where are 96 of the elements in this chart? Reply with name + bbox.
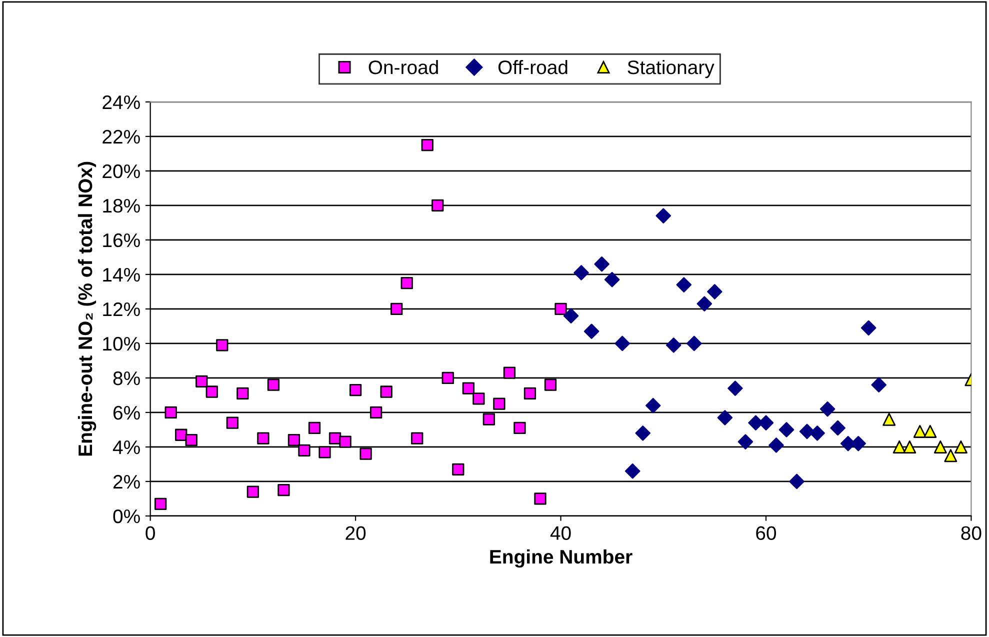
y-tick-label: 4% xyxy=(112,440,140,454)
point xyxy=(154,498,167,510)
point xyxy=(185,434,198,446)
point xyxy=(707,284,722,300)
y-tick-label: 10% xyxy=(103,336,140,351)
point xyxy=(462,382,474,394)
point xyxy=(206,386,218,398)
y-tick-label: 8% xyxy=(113,371,140,386)
point xyxy=(666,338,682,353)
point xyxy=(308,422,321,434)
point xyxy=(442,372,454,384)
point xyxy=(903,440,916,454)
y-tick-label: 6% xyxy=(113,406,140,420)
point xyxy=(717,410,733,426)
point xyxy=(482,413,496,426)
point xyxy=(614,336,630,352)
point xyxy=(604,272,620,288)
point xyxy=(360,448,372,460)
point xyxy=(216,339,228,352)
point xyxy=(544,378,557,391)
point xyxy=(432,199,444,212)
point xyxy=(860,320,876,336)
point xyxy=(339,436,352,448)
y-tick-label: 18% xyxy=(103,198,140,213)
point xyxy=(624,463,640,479)
point xyxy=(871,377,886,392)
legend-label: Stationary xyxy=(628,60,714,78)
point xyxy=(236,387,249,400)
point xyxy=(175,428,188,441)
point xyxy=(390,302,403,316)
point xyxy=(370,406,382,419)
point xyxy=(246,486,260,498)
y-tick-label: 24% xyxy=(102,95,140,110)
point xyxy=(267,378,280,391)
point xyxy=(944,449,958,462)
point xyxy=(452,463,464,476)
legend-label: On-road xyxy=(368,60,438,74)
point xyxy=(411,432,424,444)
point xyxy=(934,440,947,454)
x-tick-label: 40 xyxy=(550,526,571,540)
point xyxy=(257,432,270,444)
point xyxy=(298,444,310,456)
point xyxy=(493,398,506,410)
point xyxy=(594,256,610,272)
x-tick-label: 0 xyxy=(146,526,155,540)
y-tick-label: 16% xyxy=(103,233,140,248)
point xyxy=(696,296,712,312)
point xyxy=(913,424,926,438)
point xyxy=(686,336,702,352)
point xyxy=(778,422,794,438)
point xyxy=(656,208,672,224)
point xyxy=(196,375,208,388)
y-tick-label: 0% xyxy=(113,509,140,524)
point xyxy=(728,380,743,396)
point xyxy=(318,446,331,458)
point xyxy=(584,324,600,340)
point xyxy=(563,308,579,324)
point xyxy=(574,265,589,280)
point xyxy=(421,138,434,152)
point xyxy=(645,398,661,414)
y-tick-label: 12% xyxy=(103,302,140,316)
y-tick-label: 2% xyxy=(113,474,140,489)
point xyxy=(278,484,290,496)
point xyxy=(400,276,413,290)
point xyxy=(514,422,526,434)
point xyxy=(892,440,906,454)
y-tick-label: 22% xyxy=(102,130,140,144)
point xyxy=(924,424,937,438)
legend-label: Off-road xyxy=(498,60,568,74)
point xyxy=(810,426,825,441)
x-tick-label: 80 xyxy=(961,526,982,540)
point xyxy=(830,420,846,436)
x-tick-label: 60 xyxy=(756,526,776,540)
point xyxy=(882,412,896,426)
x-axis-title: Engine Number xyxy=(490,549,632,568)
point xyxy=(380,386,392,398)
point xyxy=(676,277,692,292)
y-tick-label: 14% xyxy=(103,268,140,282)
point xyxy=(164,406,177,419)
x-tick-label: 20 xyxy=(346,526,366,540)
point xyxy=(820,401,836,417)
point xyxy=(472,392,485,405)
point xyxy=(954,440,968,454)
point xyxy=(768,438,784,453)
point xyxy=(635,426,650,441)
point xyxy=(738,434,754,450)
point xyxy=(503,366,516,379)
point xyxy=(534,492,546,505)
point xyxy=(789,474,804,490)
point xyxy=(554,302,567,316)
y-tick-label: 20% xyxy=(102,164,140,178)
point xyxy=(288,434,300,446)
point xyxy=(349,384,362,396)
y-axis-title: Engine-out NO₂ (% of total NOx) xyxy=(78,162,96,456)
point xyxy=(226,416,238,429)
point xyxy=(524,387,536,400)
